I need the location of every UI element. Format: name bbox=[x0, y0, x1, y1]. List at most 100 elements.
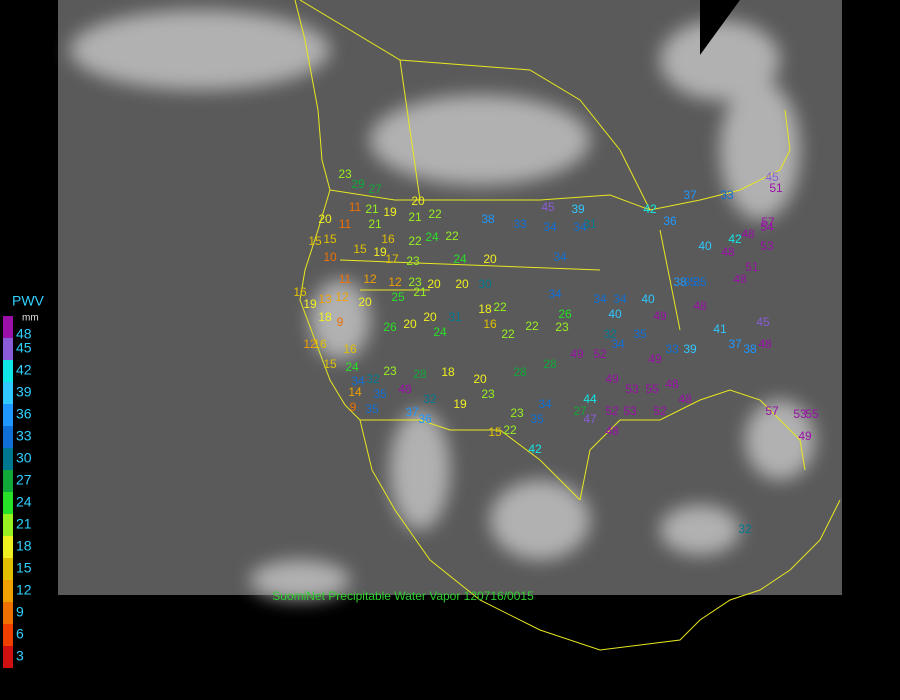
station-value: 36 bbox=[418, 412, 432, 426]
station-value: 14 bbox=[348, 385, 362, 399]
legend-swatch bbox=[3, 404, 13, 426]
station-value: 21 bbox=[368, 217, 382, 231]
station-value: 20 bbox=[403, 317, 417, 331]
station-value: 49 bbox=[570, 347, 584, 361]
station-value: 55 bbox=[645, 382, 659, 396]
station-value: 35 bbox=[365, 402, 379, 416]
station-value: 45 bbox=[756, 315, 770, 329]
station-value: 20 bbox=[318, 212, 332, 226]
station-value: 52 bbox=[605, 404, 619, 418]
station-value: 15 bbox=[488, 425, 502, 439]
station-value: 52 bbox=[653, 404, 667, 418]
station-value: 49 bbox=[605, 372, 619, 386]
station-value: 19 bbox=[373, 245, 387, 259]
station-value: 37 bbox=[405, 405, 419, 419]
station-value: 24 bbox=[453, 252, 467, 266]
station-value: 34 bbox=[613, 292, 627, 306]
station-value: 28 bbox=[543, 357, 557, 371]
station-value: 34 bbox=[543, 220, 557, 234]
legend-label: 6 bbox=[16, 626, 24, 642]
station-value: 36 bbox=[663, 214, 677, 228]
station-value: 24 bbox=[433, 325, 447, 339]
station-value: 34 bbox=[351, 374, 365, 388]
station-value: 23 bbox=[408, 275, 422, 289]
station-value: 52 bbox=[593, 347, 607, 361]
station-value: 48 bbox=[605, 424, 619, 438]
station-value: 11 bbox=[339, 272, 352, 286]
legend-label: 9 bbox=[16, 604, 24, 620]
station-value: 20 bbox=[358, 295, 372, 309]
station-value: 25 bbox=[391, 290, 405, 304]
station-value: 35 bbox=[683, 275, 697, 289]
station-value: 30 bbox=[478, 277, 492, 291]
station-value: 19 bbox=[303, 297, 317, 311]
legend-swatch bbox=[3, 426, 13, 448]
legend-label: 15 bbox=[16, 560, 32, 576]
station-value: 11 bbox=[349, 200, 362, 214]
legend-label: 39 bbox=[16, 384, 32, 400]
station-value: 23 bbox=[406, 254, 420, 268]
station-value: 53 bbox=[760, 239, 774, 253]
station-value: 37 bbox=[728, 337, 742, 351]
station-value: 26 bbox=[558, 307, 572, 321]
station-value: 12 bbox=[363, 272, 377, 286]
station-value: 19 bbox=[453, 397, 467, 411]
station-value: 48 bbox=[398, 382, 412, 396]
station-value: 41 bbox=[713, 322, 727, 336]
station-value: 38 bbox=[673, 275, 687, 289]
station-value: 32 bbox=[738, 522, 752, 536]
station-value: 23 bbox=[510, 406, 524, 420]
station-value: 18 bbox=[441, 365, 455, 379]
legend-title: PWV bbox=[12, 293, 45, 309]
legend-swatch bbox=[3, 492, 13, 514]
station-value: 21 bbox=[413, 285, 427, 299]
station-value: 11 bbox=[339, 217, 352, 231]
station-value: 33 bbox=[513, 217, 527, 231]
station-value: 22 bbox=[445, 229, 459, 243]
legend-label: 36 bbox=[16, 406, 32, 422]
station-value: 37 bbox=[683, 188, 697, 202]
station-value: 27 bbox=[368, 182, 382, 196]
station-value: 45 bbox=[765, 170, 779, 184]
legend-label: 24 bbox=[16, 494, 32, 510]
station-value: 22 bbox=[428, 207, 442, 221]
station-value: 28 bbox=[513, 365, 527, 379]
station-value: 35 bbox=[633, 327, 647, 341]
station-value: 49 bbox=[653, 309, 667, 323]
station-value: 39 bbox=[571, 202, 585, 216]
station-value: 57 bbox=[761, 215, 775, 229]
station-value: 48 bbox=[693, 299, 707, 313]
station-value: 39 bbox=[683, 342, 697, 356]
station-value: 16 bbox=[483, 317, 497, 331]
legend-swatch bbox=[3, 514, 13, 536]
station-value: 34 bbox=[573, 220, 587, 234]
station-value: 12 bbox=[335, 290, 349, 304]
station-value: 20 bbox=[423, 310, 437, 324]
legend-label: 21 bbox=[16, 516, 32, 532]
station-value: 45 bbox=[541, 200, 555, 214]
station-value: 27 bbox=[573, 404, 587, 418]
station-value: 31 bbox=[448, 310, 462, 324]
station-value: 18 bbox=[318, 310, 332, 324]
station-value: 24 bbox=[425, 230, 439, 244]
legend-swatch bbox=[3, 360, 13, 382]
station-value: 34 bbox=[548, 287, 562, 301]
station-value: 47 bbox=[583, 412, 597, 426]
station-value: 22 bbox=[525, 319, 539, 333]
station-value: 15 bbox=[308, 234, 322, 248]
station-value: 51 bbox=[745, 260, 759, 274]
legend-swatch bbox=[3, 580, 13, 602]
legend-swatch bbox=[3, 536, 13, 558]
station-value: 38 bbox=[743, 342, 757, 356]
station-value: 38 bbox=[481, 212, 495, 226]
station-value: 54 bbox=[760, 220, 774, 234]
legend-label: 12 bbox=[16, 582, 32, 598]
legend-label: 33 bbox=[16, 428, 32, 444]
station-value: 51 bbox=[769, 181, 783, 195]
station-value: 40 bbox=[608, 307, 622, 321]
boundaries bbox=[294, 0, 841, 651]
station-value: 26 bbox=[383, 320, 397, 334]
station-value: 20 bbox=[455, 277, 469, 291]
station-value: 13 bbox=[318, 292, 332, 306]
